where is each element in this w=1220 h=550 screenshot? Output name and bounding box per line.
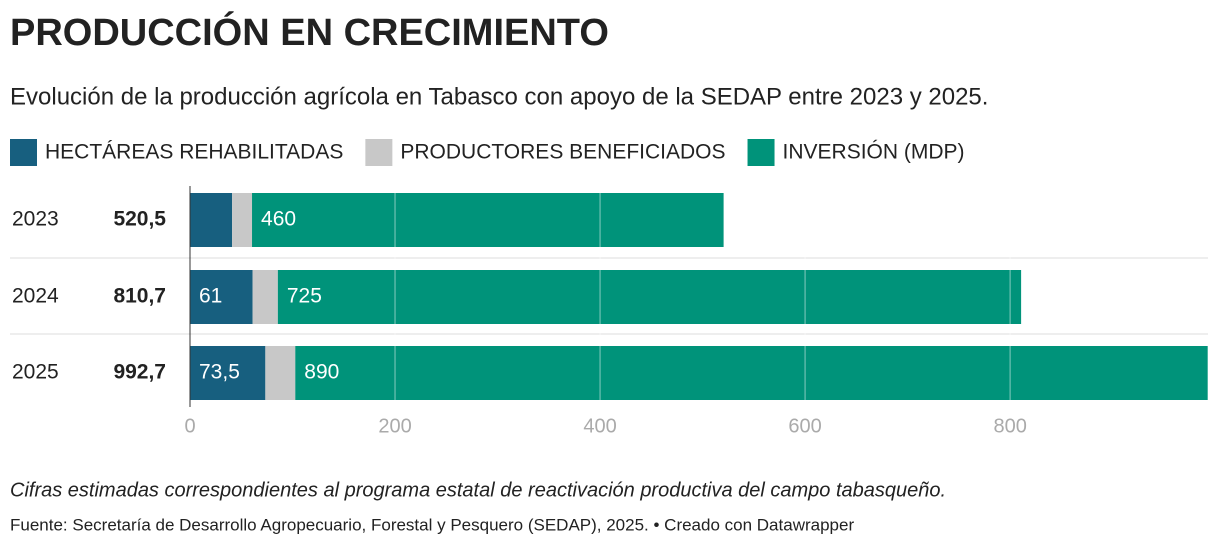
bar-segment xyxy=(252,193,724,247)
bar-segment xyxy=(265,346,296,400)
bar-segment xyxy=(190,193,233,247)
chart-subtitle: Evolución de la producción agrícola en T… xyxy=(10,83,988,110)
x-tick-label: 0 xyxy=(184,415,195,437)
bar-segment xyxy=(190,270,253,324)
category-label: 2023 xyxy=(12,208,59,231)
value-label: 73,5 xyxy=(199,361,240,384)
value-label: 61 xyxy=(199,285,222,308)
legend-swatch xyxy=(365,139,393,166)
legend-label: INVERSIÓN (MDP) xyxy=(783,141,965,164)
x-tick-label: 600 xyxy=(788,415,821,437)
x-tick-label: 200 xyxy=(378,415,411,437)
legend-swatch xyxy=(10,139,37,166)
x-tick-label: 400 xyxy=(583,415,616,437)
chart-note: Cifras estimadas correspondientes al pro… xyxy=(10,479,946,501)
bar-segment xyxy=(190,346,266,400)
total-label: 992,7 xyxy=(113,361,166,384)
legend-swatch xyxy=(747,139,775,166)
bar-segment xyxy=(252,270,278,324)
total-label: 810,7 xyxy=(113,285,166,308)
chart-title: PRODUCCIÓN EN CRECIMIENTO xyxy=(10,10,609,54)
category-label: 2025 xyxy=(12,361,59,384)
legend-label: HECTÁREAS REHABILITADAS xyxy=(45,141,343,164)
x-tick-label: 800 xyxy=(993,415,1026,437)
bar-segment xyxy=(232,193,253,247)
bar-segment xyxy=(295,346,1208,400)
value-label: 890 xyxy=(304,361,339,384)
value-label: 725 xyxy=(287,285,322,308)
value-label: 460 xyxy=(261,208,296,231)
category-label: 2024 xyxy=(12,285,59,308)
legend-label: PRODUCTORES BENEFICIADOS xyxy=(400,141,725,164)
chart-source: Fuente: Secretaría de Desarrollo Agropec… xyxy=(10,515,854,534)
total-label: 520,5 xyxy=(113,208,166,231)
bar-segment xyxy=(277,270,1022,324)
